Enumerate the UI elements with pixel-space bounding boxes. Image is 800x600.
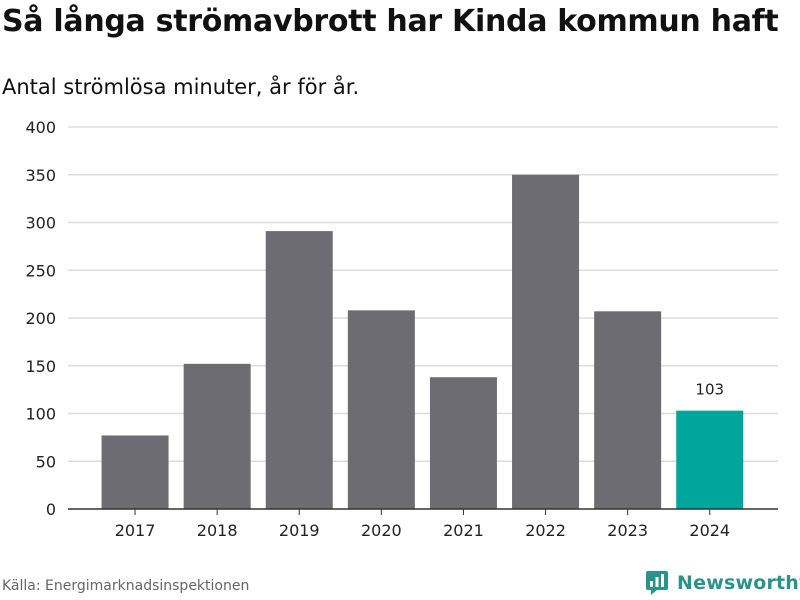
x-tick-label: 2019 (279, 521, 320, 540)
y-tick-label: 400 (25, 118, 56, 137)
newsworthy-logo-icon (646, 571, 668, 595)
y-tick-label: 250 (25, 261, 56, 280)
x-tick-label: 2022 (525, 521, 566, 540)
x-tick-label: 2018 (197, 521, 238, 540)
data-label: 103 (695, 381, 724, 399)
bar (101, 435, 169, 509)
y-tick-label: 50 (36, 452, 56, 471)
x-tick-label: 2020 (361, 521, 402, 540)
y-tick-label: 350 (25, 166, 56, 185)
bar (676, 410, 744, 509)
brand-logo: Newsworthy (645, 570, 800, 596)
bar (512, 174, 580, 509)
bar (347, 310, 415, 509)
bar (265, 231, 333, 509)
bar (429, 377, 497, 509)
bar-chart: 0 50 100 150 200 250 300 350 400 2017 2018 2019 2020… (25, 118, 778, 540)
x-tick-label: 2023 (607, 521, 648, 540)
x-tick-label: 2024 (689, 521, 730, 540)
bar (183, 363, 251, 509)
chart-subtitle: Antal strömlösa minuter, år för år. (2, 75, 360, 99)
source-note: Källa: Energimarknadsinspektionen (2, 578, 250, 594)
bar (594, 311, 662, 509)
y-tick-label: 300 (25, 214, 56, 233)
y-tick-label: 100 (25, 405, 56, 424)
x-tick-label: 2021 (443, 521, 484, 540)
chart-title: Så långa strömavbrott har Kinda kommun h… (2, 4, 779, 39)
y-tick-label: 150 (25, 357, 56, 376)
x-tick-label: 2017 (115, 521, 156, 540)
y-tick-label: 0 (46, 500, 56, 519)
y-tick-label: 200 (25, 309, 56, 328)
brand-name: Newsworthy (677, 572, 800, 594)
